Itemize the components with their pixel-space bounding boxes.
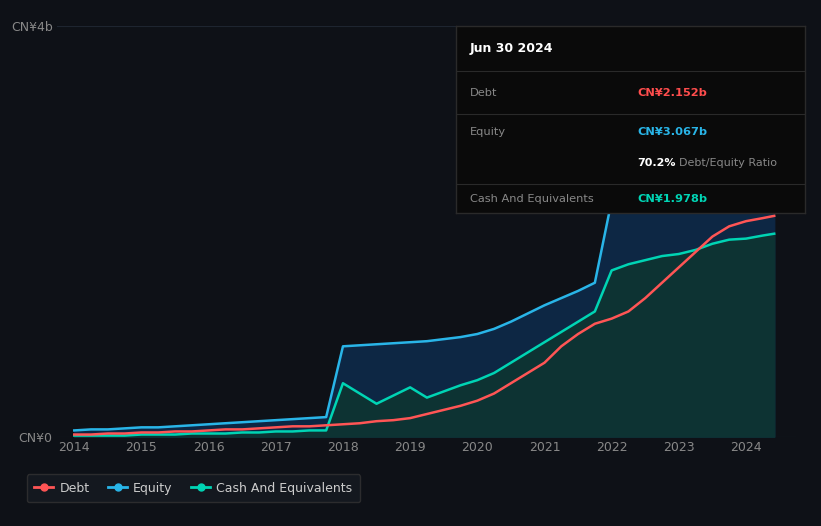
Text: CN¥1.978b: CN¥1.978b — [637, 194, 707, 204]
Text: 70.2%: 70.2% — [637, 158, 676, 168]
Text: Jun 30 2024: Jun 30 2024 — [470, 42, 553, 55]
Text: Debt: Debt — [470, 88, 497, 98]
Legend: Debt, Equity, Cash And Equivalents: Debt, Equity, Cash And Equivalents — [27, 474, 360, 502]
Text: CN¥3.067b: CN¥3.067b — [637, 127, 707, 137]
Text: CN¥2.152b: CN¥2.152b — [637, 88, 707, 98]
Text: Debt/Equity Ratio: Debt/Equity Ratio — [679, 158, 777, 168]
Text: Equity: Equity — [470, 127, 506, 137]
Text: Cash And Equivalents: Cash And Equivalents — [470, 194, 594, 204]
